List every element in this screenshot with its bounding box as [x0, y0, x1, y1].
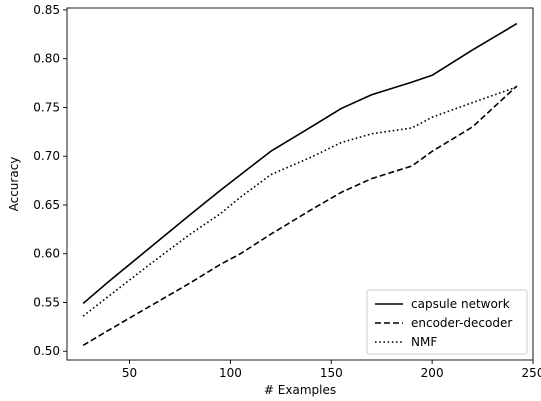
axes-frame [66, 7, 534, 361]
series-line-3 [82, 86, 518, 317]
axes-layer: 50 100 150 200 250 0.50 0.55 0.60 0.65 0.70 0.75 0.… [33, 3, 541, 380]
x-tick-label: 250 [522, 366, 541, 380]
y-tick-label: 0.65 [33, 198, 60, 212]
x-tick-label: 150 [320, 366, 343, 380]
legend: capsule network encoder-decoder NMF [366, 289, 528, 355]
x-tick-label: 100 [219, 366, 242, 380]
y-tick-label: 0.70 [33, 149, 60, 163]
x-axis-label: # Examples [264, 383, 336, 397]
y-tick-label: 0.75 [33, 100, 60, 114]
legend-label-1: capsule network [411, 297, 510, 311]
series-line-1 [82, 22, 518, 305]
x-tick-label: 200 [421, 366, 444, 380]
series-line-2 [82, 85, 518, 347]
series-layer [82, 22, 518, 347]
y-axis-label: Accuracy [7, 157, 21, 212]
y-tick-label: 0.50 [33, 344, 60, 358]
y-tick-label: 0.85 [33, 3, 60, 17]
legend-label-2: encoder-decoder [411, 316, 512, 330]
y-tick-label: 0.55 [33, 295, 60, 309]
y-tick-label: 0.80 [33, 52, 60, 66]
x-tick-label: 50 [122, 366, 137, 380]
y-tick-label: 0.60 [33, 247, 60, 261]
legend-label-3: NMF [411, 335, 437, 349]
legend-box [366, 289, 528, 355]
